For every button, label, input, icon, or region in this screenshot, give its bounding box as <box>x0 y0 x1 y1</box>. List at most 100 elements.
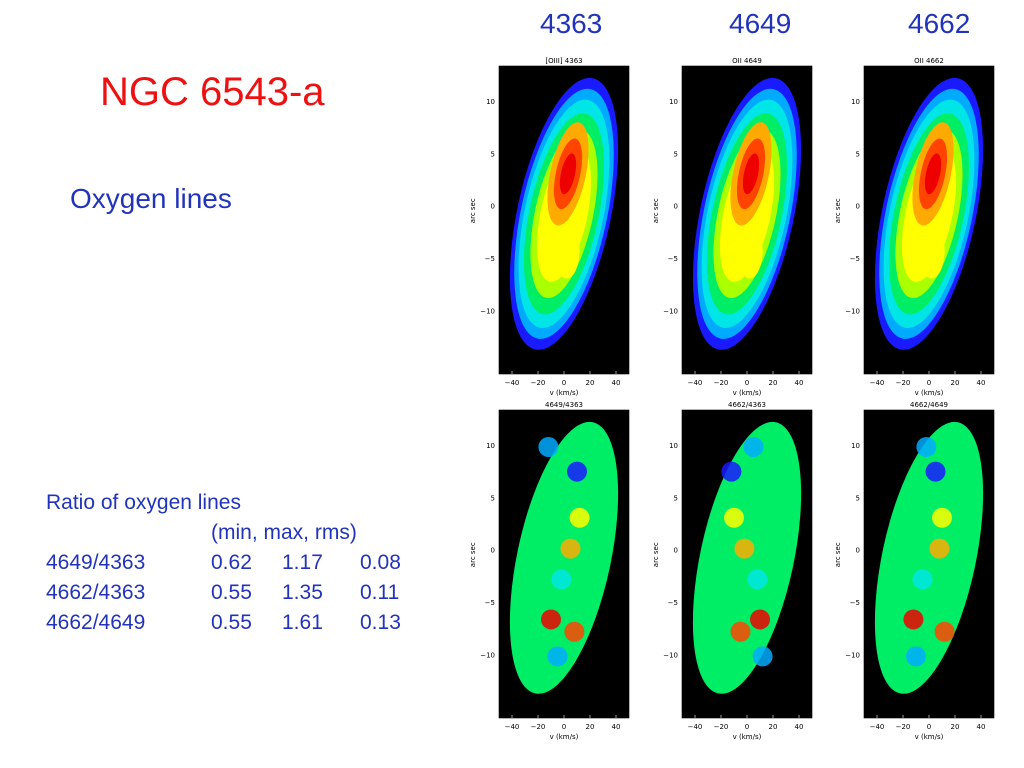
y-axis-label: arc sec <box>469 542 477 567</box>
y-tick-label: 10 <box>669 442 678 450</box>
y-tick-label: 5 <box>674 150 678 158</box>
map-panel: OII 4662 −40 −20 0 20 40 10 5 0 −5 −10 v (km/s) arc … <box>820 52 995 397</box>
y-tick-label: 5 <box>674 494 678 502</box>
x-tick-label: 20 <box>951 723 960 731</box>
column-head-4363: 4363 <box>540 8 603 39</box>
ratio-patch <box>743 436 764 457</box>
ratio-patch <box>564 621 585 642</box>
y-tick-label: −10 <box>480 651 495 659</box>
ratio-patch <box>932 507 952 528</box>
y-tick-label: 0 <box>856 203 860 211</box>
x-tick-label: 0 <box>562 379 566 387</box>
slide-title: NGC 6543-a <box>100 70 325 114</box>
y-tick-label: 0 <box>491 203 495 211</box>
x-axis-label: v (km/s) <box>733 733 762 741</box>
panel-title: 4662/4649 <box>910 401 948 409</box>
x-axis-label: v (km/s) <box>915 389 944 397</box>
ratio-patch <box>551 569 572 590</box>
panel-title: [OIII] 4363 <box>545 57 582 65</box>
x-tick-label: −20 <box>714 379 729 387</box>
x-tick-label: 40 <box>612 723 621 731</box>
y-tick-label: −10 <box>845 307 860 315</box>
x-tick-label: 20 <box>586 379 595 387</box>
y-axis-label: arc sec <box>834 542 842 567</box>
y-tick-label: 0 <box>674 547 678 555</box>
y-tick-label: 5 <box>856 150 860 158</box>
panel-title: OII 4649 <box>732 57 762 65</box>
ratio-patch <box>934 621 955 642</box>
x-tick-label: 0 <box>927 723 931 731</box>
x-tick-label: −40 <box>870 379 885 387</box>
x-tick-label: −40 <box>870 723 885 731</box>
ratio-caption: Ratio of oxygen lines <box>46 491 241 514</box>
y-tick-label: −10 <box>845 651 860 659</box>
intensity-contour <box>924 153 942 195</box>
intensity-contour <box>553 223 580 279</box>
ratio-rms: 0.13 <box>360 611 401 634</box>
x-tick-label: −40 <box>688 379 703 387</box>
map-panel: [OIII] 4363 −40 −20 0 20 40 10 5 0 −5 −10 v (km/s) a… <box>455 52 630 397</box>
column-head-4649: 4649 <box>729 8 792 39</box>
x-tick-label: −20 <box>531 723 546 731</box>
ratio-patch <box>906 646 926 667</box>
x-tick-label: 0 <box>745 723 749 731</box>
map-panel: 4662/4649 −40 −20 0 20 40 10 5 0 −5 −10 v (km/s) arc… <box>820 396 995 741</box>
ratio-patch <box>750 609 770 630</box>
x-tick-label: 40 <box>977 379 986 387</box>
ratio-rms: 0.11 <box>360 581 400 604</box>
x-tick-label: −40 <box>688 723 703 731</box>
intensity-contour <box>509 421 619 694</box>
x-tick-label: 20 <box>951 379 960 387</box>
x-tick-label: 0 <box>927 379 931 387</box>
y-tick-label: 5 <box>491 494 495 502</box>
y-tick-label: 10 <box>851 98 860 106</box>
y-tick-label: −10 <box>663 651 678 659</box>
ratio-patch <box>567 461 587 482</box>
y-tick-label: 5 <box>491 150 495 158</box>
ratio-name: 4649/4363 <box>46 551 146 574</box>
ratio-patch <box>547 646 568 667</box>
ratio-patch <box>903 609 924 630</box>
x-axis-label: v (km/s) <box>550 733 579 741</box>
map-panel: 4649/4363 −40 −20 0 20 40 10 5 0 −5 −10 v (km/s) arc… <box>455 396 630 741</box>
y-tick-label: −5 <box>850 255 860 263</box>
intensity-contour <box>918 223 945 279</box>
ratio-patch <box>724 507 744 528</box>
ratio-patch <box>569 507 590 528</box>
x-tick-label: 20 <box>769 379 778 387</box>
ratio-patch <box>730 621 751 642</box>
y-tick-label: −10 <box>663 307 678 315</box>
y-tick-label: 0 <box>856 547 860 555</box>
ratio-name: 4662/4649 <box>46 611 146 634</box>
intensity-contour <box>559 153 577 195</box>
x-tick-label: 40 <box>795 723 804 731</box>
panel-title: 4649/4363 <box>545 401 583 409</box>
ratio-max: 1.61 <box>282 611 323 634</box>
y-tick-label: 0 <box>674 203 678 211</box>
slide-subtitle: Oxygen lines <box>70 183 232 214</box>
y-tick-label: 10 <box>851 442 860 450</box>
y-tick-label: 0 <box>491 547 495 555</box>
intensity-contour <box>874 421 984 694</box>
ratio-patch <box>560 538 581 559</box>
x-tick-label: −20 <box>896 379 911 387</box>
x-tick-label: −20 <box>896 723 911 731</box>
ratio-patch <box>747 569 768 590</box>
map-panel: OII 4649 −40 −20 0 20 40 10 5 0 −5 −10 v (km/s) arc … <box>638 52 813 397</box>
map-panel: 4662/4363 −40 −20 0 20 40 10 5 0 −5 −10 v (km/s) arc… <box>638 396 813 741</box>
panel-title: OII 4662 <box>914 57 944 65</box>
ratio-patch <box>541 609 561 630</box>
x-tick-label: −20 <box>531 379 546 387</box>
y-tick-label: 10 <box>486 98 495 106</box>
ratio-name: 4662/4363 <box>46 581 146 604</box>
column-head-4662: 4662 <box>908 8 971 39</box>
ratio-rms: 0.08 <box>360 551 401 574</box>
ratio-patch <box>916 436 937 457</box>
y-tick-label: −10 <box>480 307 495 315</box>
x-tick-label: −40 <box>505 723 520 731</box>
x-axis-label: v (km/s) <box>733 389 762 397</box>
x-tick-label: 20 <box>769 723 778 731</box>
y-tick-label: 10 <box>669 98 678 106</box>
y-tick-label: −5 <box>485 599 495 607</box>
ratio-patch <box>912 569 933 590</box>
